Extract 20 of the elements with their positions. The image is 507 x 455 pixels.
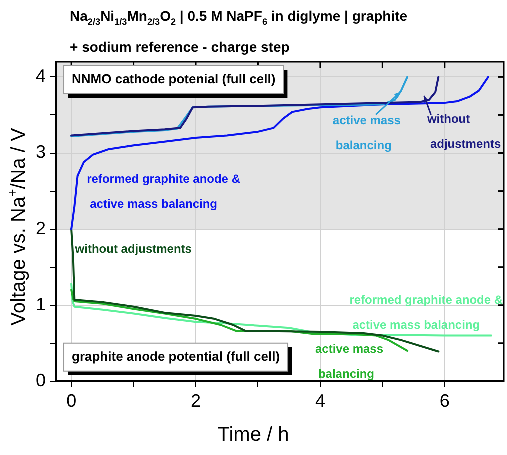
y-tick-label: 3 xyxy=(36,142,46,162)
x-axis-title: Time / h xyxy=(216,424,290,447)
x-tick-label: 2 xyxy=(191,391,202,412)
chart-subtitle: + sodium reference - charge step xyxy=(70,39,290,55)
chart-title: Na$_{2/3}$Ni$_{1/3}$Mn$_{2/3}$O$_{2}$ | 0.5 M NaPF$_{6}$ in diglyme | graphite xyxy=(70,8,408,27)
series-label: without adjustments xyxy=(426,112,502,152)
y-tick-label: 0 xyxy=(36,370,46,390)
legend-label: active mass balancing xyxy=(332,114,402,153)
y-tick-label: 4 xyxy=(36,66,46,86)
y-tick-label: 2 xyxy=(36,218,46,238)
x-tick-label: 0 xyxy=(66,391,77,412)
annotation: NNMO cathode potenial (full cell) xyxy=(72,72,276,87)
annotation: graphite anode potential (full cell) xyxy=(72,348,280,364)
series-label: active mass balancing xyxy=(315,342,384,381)
series-label: reformed graphite anode & active mass balancing xyxy=(350,293,504,332)
x-tick-label: 4 xyxy=(315,391,326,412)
series-label: reformed graphite anode & active mass balancing xyxy=(87,172,241,212)
x-tick-label: 6 xyxy=(440,391,450,412)
y-tick-label: 1 xyxy=(36,294,46,314)
series-label: without adjustments xyxy=(74,242,192,256)
